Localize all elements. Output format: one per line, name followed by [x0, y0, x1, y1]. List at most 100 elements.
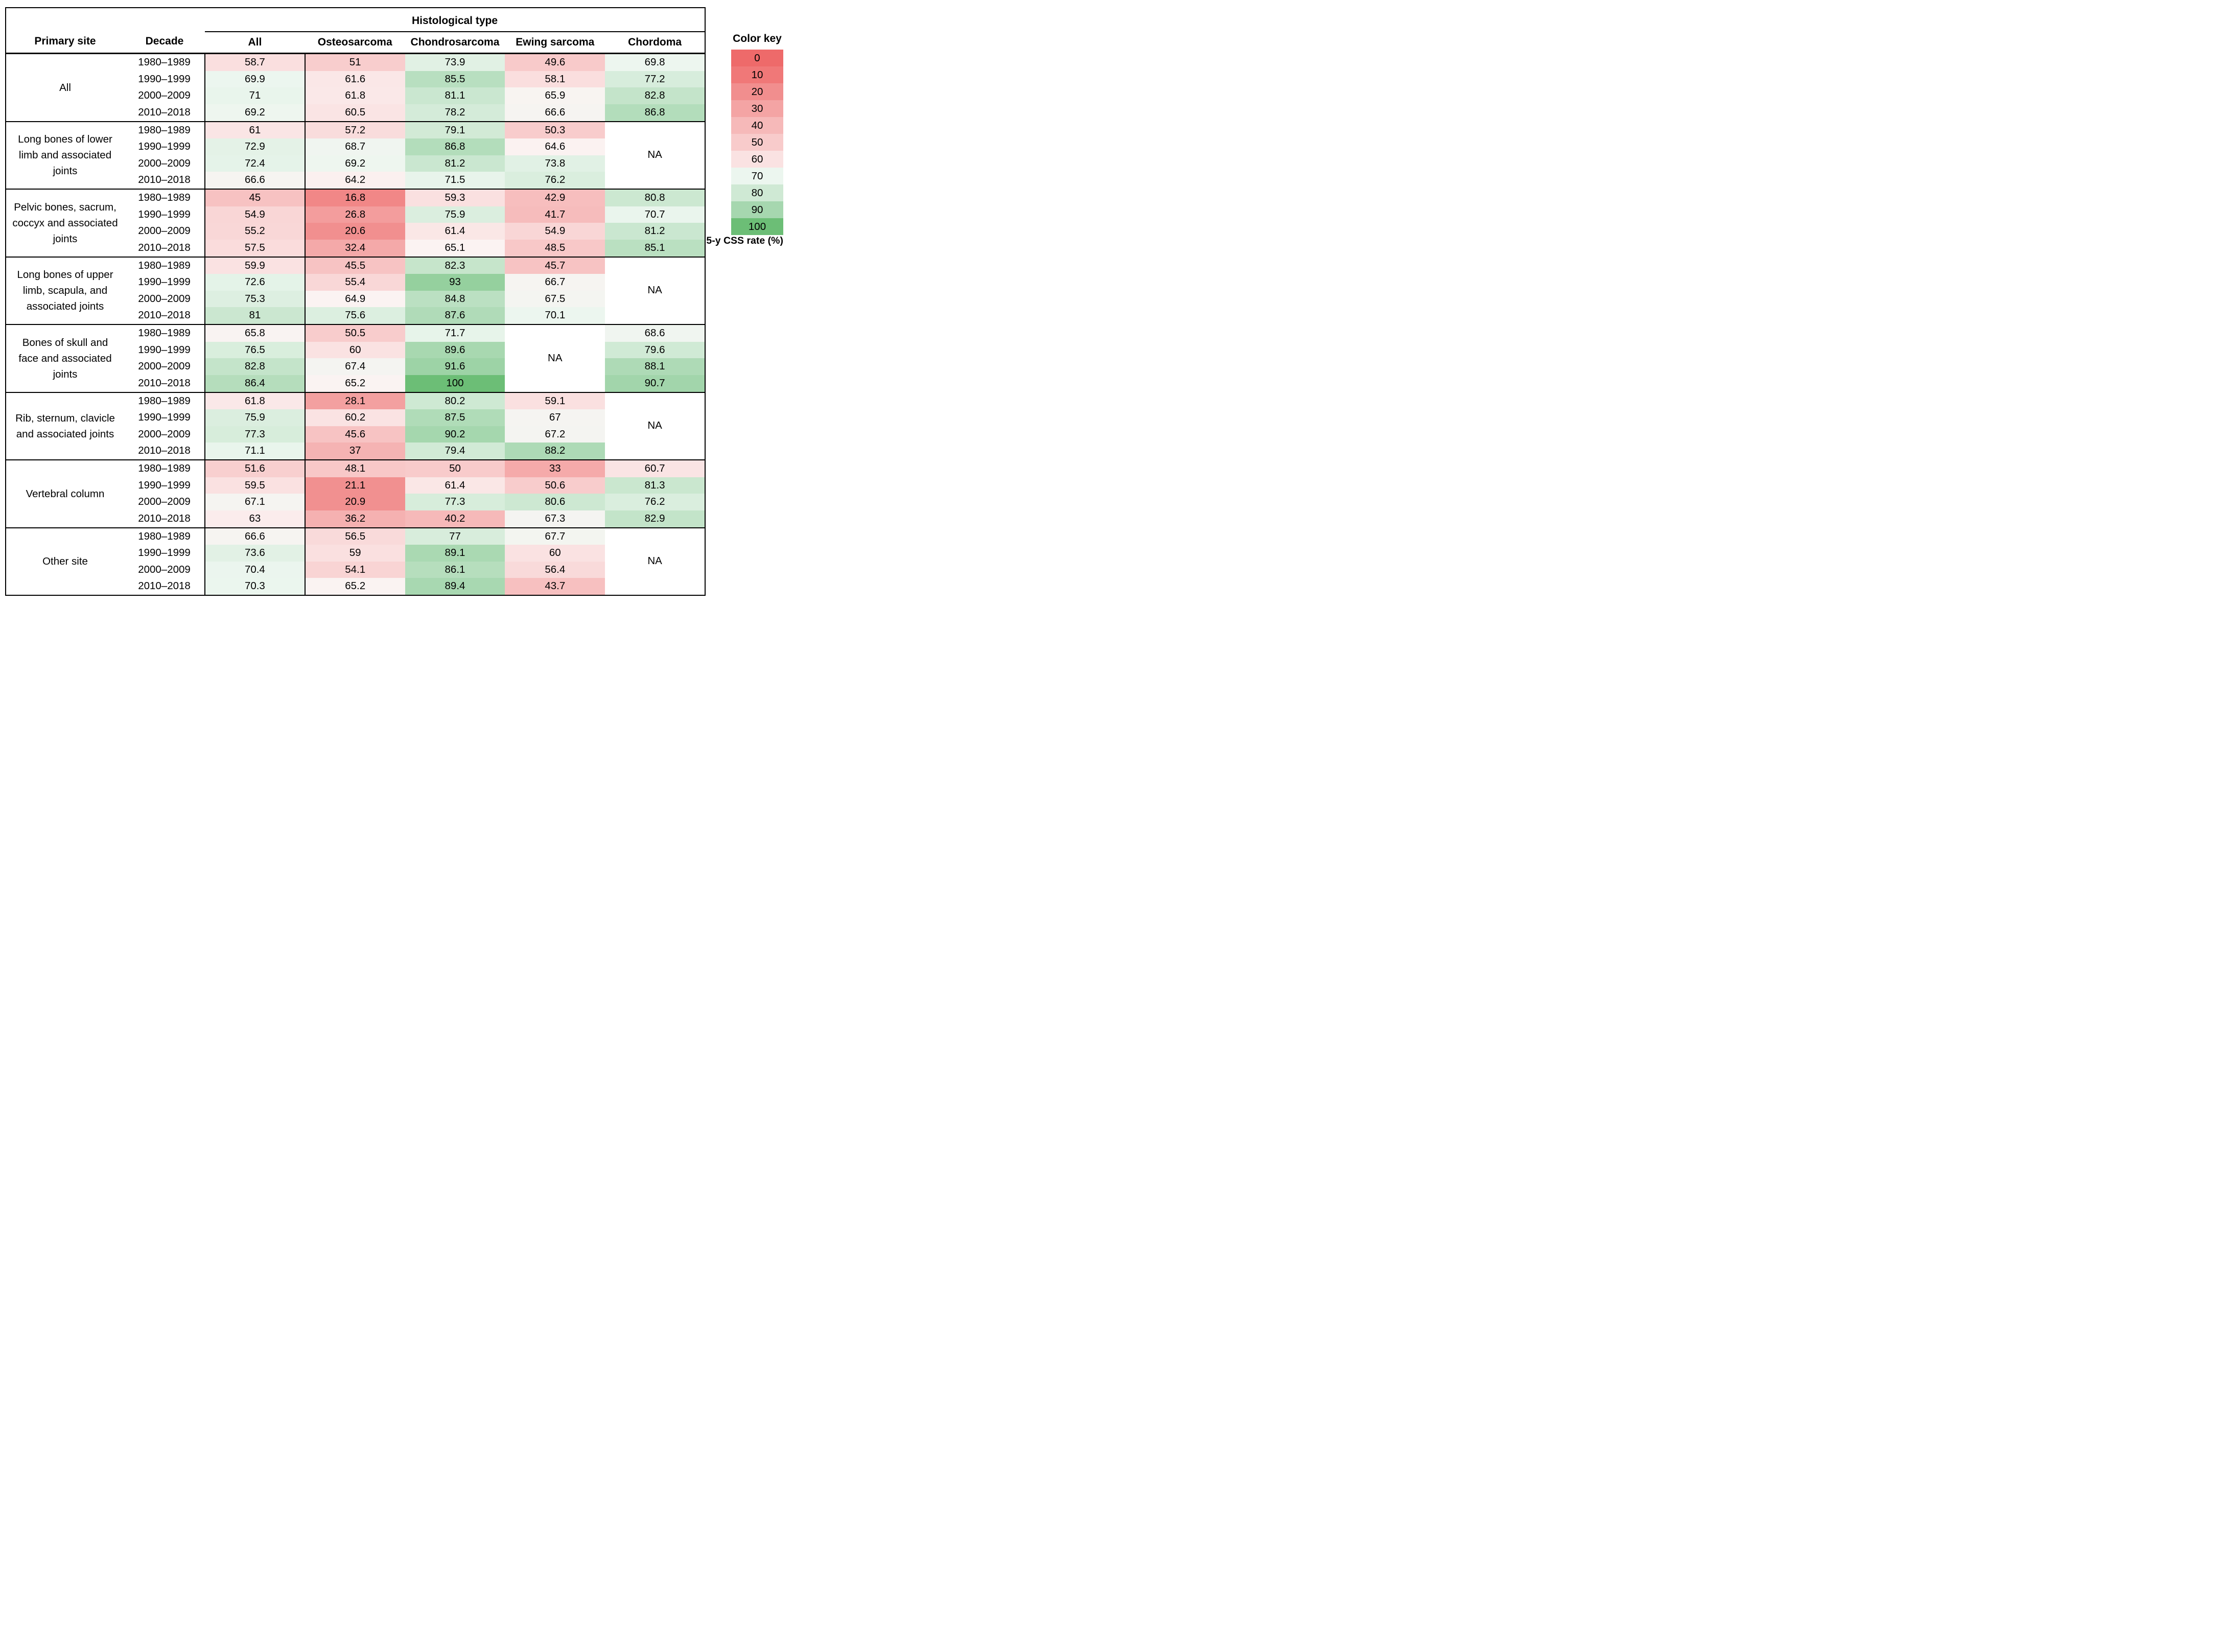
value-cell: 82.8 [605, 87, 706, 104]
value-cell: 56.4 [505, 561, 605, 578]
decade-cell: 2000–2009 [124, 494, 205, 510]
header-row-top: Primary site Decade Histological type [6, 8, 706, 54]
table-row: 2010–2018 71.1 37 79.4 88.2 [6, 443, 705, 460]
value-cell: 67.3 [505, 510, 605, 528]
color-key-band: 20 [731, 83, 783, 100]
decade-cell: 1980–1989 [124, 459, 205, 477]
value-cell: 73.9 [405, 53, 505, 71]
value-cell: 69.8 [605, 53, 706, 71]
decade-cell: 1990–1999 [124, 477, 205, 494]
value-cell: 91.6 [405, 358, 505, 375]
value-cell: 65.8 [205, 324, 306, 342]
value-cell: 85.1 [605, 239, 706, 257]
value-cell: 60.7 [605, 459, 706, 477]
color-key-legend: 0 10 20 30 40 50 60 70 80 90 100 [731, 50, 783, 235]
color-key-title: Color key [733, 33, 782, 44]
col-header-osteosarcoma: Osteosarcoma [305, 32, 405, 54]
value-cell: 79.4 [405, 443, 505, 460]
col-header-chordoma: Chordoma [605, 32, 706, 54]
table-row: 2000–2009 75.3 64.9 84.8 67.5 [6, 290, 705, 308]
value-cell: 61 [205, 121, 306, 139]
col-header-chondrosarcoma: Chondrosarcoma [405, 32, 505, 54]
value-cell: 71.5 [405, 172, 505, 189]
table-row: 1990–1999 72.6 55.4 93 66.7 [6, 274, 705, 291]
color-key-band: 70 [731, 168, 783, 184]
color-key-unit-label: 5-y CSS rate (%) [706, 235, 783, 246]
decade-cell: 1990–1999 [124, 138, 205, 155]
value-cell: 70.3 [205, 578, 306, 595]
value-cell: 59.5 [205, 477, 306, 494]
table-row: 2010–2018 57.5 32.4 65.1 48.5 85.1 [6, 239, 706, 257]
value-cell: 75.9 [405, 206, 505, 223]
decade-cell: 2010–2018 [124, 104, 205, 122]
decade-cell: 1990–1999 [124, 409, 205, 426]
value-cell: 61.6 [305, 71, 405, 88]
value-cell: 70.1 [505, 307, 605, 324]
na-cell: NA [605, 256, 706, 324]
value-cell: 80.6 [505, 494, 605, 510]
value-cell: 66.6 [205, 172, 306, 189]
na-cell: NA [605, 527, 706, 595]
value-cell: 33 [505, 459, 605, 477]
heatmap-figure: Primary site Decade Histological type Al… [0, 0, 789, 596]
value-cell: 65.1 [405, 239, 505, 257]
value-cell: 41.7 [505, 206, 605, 223]
decade-cell: 1980–1989 [124, 391, 205, 410]
col-header-all: All [205, 32, 305, 54]
value-cell: 87.6 [405, 307, 505, 324]
decade-cell: 1980–1989 [124, 53, 205, 71]
value-cell: 61.8 [205, 391, 306, 410]
color-key-band: 50 [731, 134, 783, 151]
table-row: 2010–2018 81 75.6 87.6 70.1 [6, 307, 705, 324]
value-cell: 68.6 [605, 324, 706, 342]
value-cell: 36.2 [305, 510, 405, 528]
value-cell: 71.7 [405, 324, 505, 342]
value-cell: 57.2 [305, 121, 405, 139]
value-cell: 60.5 [305, 104, 405, 122]
primary-site-cell: Long bones of lower limb and associated … [6, 121, 124, 189]
value-cell: 58.7 [205, 53, 306, 71]
value-cell: 28.1 [305, 391, 405, 410]
value-cell: 72.6 [205, 274, 306, 291]
value-cell: 69.2 [205, 104, 306, 122]
value-cell: 68.7 [305, 138, 405, 155]
table-row: 1990–1999 59.5 21.1 61.4 50.6 81.3 [6, 477, 706, 494]
value-cell: 60.2 [305, 409, 405, 426]
value-cell: 77.3 [205, 426, 306, 443]
table-row: 1990–1999 76.5 60 89.6 79.6 [6, 341, 706, 359]
value-cell: 75.6 [305, 307, 405, 324]
decade-cell: 2000–2009 [124, 426, 205, 443]
value-cell: 60 [505, 545, 605, 562]
table-row: 1990–1999 75.9 60.2 87.5 67 [6, 409, 705, 426]
na-cell: NA [505, 324, 605, 392]
table-row: All 1980–1989 58.7 51 73.9 49.6 69.8 [6, 53, 706, 122]
value-cell: 81.2 [605, 223, 706, 240]
value-cell: 67.5 [505, 290, 605, 308]
value-cell: 48.1 [305, 459, 405, 477]
primary-site-cell: Rib, sternum, clavicle and associated jo… [6, 391, 124, 460]
color-key-band: 80 [731, 184, 783, 201]
decade-cell: 2000–2009 [124, 223, 205, 240]
decade-cell: 2000–2009 [124, 155, 205, 172]
decade-cell: 1990–1999 [124, 274, 205, 291]
table-row: Other site 1980–1989 66.6 56.5 77 67.7 NA [6, 527, 706, 595]
value-cell: 81.3 [605, 477, 706, 494]
value-cell: 80.8 [605, 189, 706, 206]
decade-cell: 1980–1989 [124, 189, 205, 206]
value-cell: 20.9 [305, 494, 405, 510]
value-cell: 59.3 [405, 189, 505, 206]
value-cell: 50.5 [305, 324, 405, 342]
value-cell: 54.9 [505, 223, 605, 240]
value-cell: 54.1 [305, 561, 405, 578]
value-cell: 64.2 [305, 172, 405, 189]
value-cell: 89.4 [405, 578, 505, 595]
value-cell: 51.6 [205, 459, 306, 477]
value-cell: 79.1 [405, 121, 505, 139]
table-row: 2000–2009 82.8 67.4 91.6 88.1 [6, 358, 706, 375]
value-cell: 78.2 [405, 104, 505, 122]
value-cell: 66.7 [505, 274, 605, 291]
value-cell: 65.2 [305, 375, 405, 392]
value-cell: 61.4 [405, 477, 505, 494]
value-cell: 89.1 [405, 545, 505, 562]
value-cell: 16.8 [305, 189, 405, 206]
